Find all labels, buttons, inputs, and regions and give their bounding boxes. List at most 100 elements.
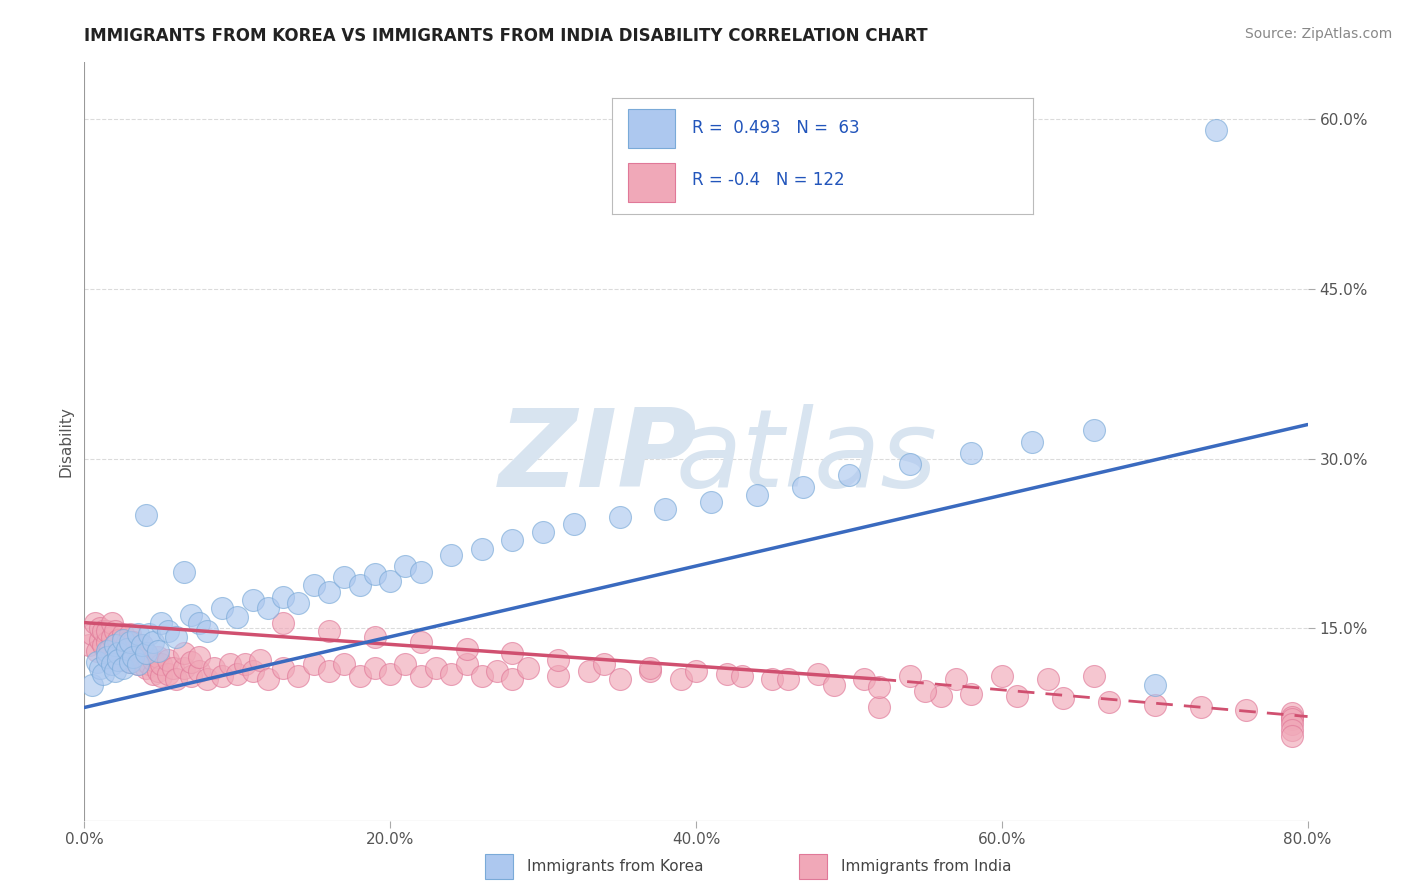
Point bbox=[1205, 123, 1227, 137]
Point bbox=[165, 672, 187, 686]
Point bbox=[242, 665, 264, 679]
Point bbox=[101, 630, 124, 644]
Point bbox=[991, 669, 1014, 683]
Point bbox=[80, 627, 103, 641]
Point bbox=[104, 638, 127, 652]
Point bbox=[120, 627, 142, 641]
Point bbox=[1281, 723, 1303, 738]
Point bbox=[89, 661, 111, 675]
Point bbox=[135, 508, 157, 522]
Point bbox=[107, 632, 129, 647]
Point bbox=[142, 653, 165, 667]
Point bbox=[89, 632, 111, 647]
Point bbox=[104, 624, 127, 638]
Point bbox=[146, 644, 169, 658]
Point bbox=[107, 644, 129, 658]
Point bbox=[80, 678, 103, 692]
Point bbox=[149, 657, 172, 672]
Point bbox=[349, 578, 371, 592]
Point bbox=[516, 661, 538, 675]
Point bbox=[638, 661, 661, 675]
Point bbox=[101, 615, 124, 630]
Point bbox=[157, 666, 180, 681]
Point bbox=[333, 570, 356, 584]
Point bbox=[111, 632, 134, 647]
Point bbox=[218, 657, 240, 672]
Point bbox=[1098, 695, 1121, 709]
Point bbox=[180, 655, 202, 669]
Text: atlas: atlas bbox=[675, 404, 936, 509]
Point bbox=[823, 678, 845, 692]
Point bbox=[929, 689, 952, 703]
Point bbox=[127, 644, 149, 658]
Point bbox=[409, 669, 432, 683]
Point bbox=[364, 630, 387, 644]
Point bbox=[776, 672, 799, 686]
Point bbox=[188, 615, 211, 630]
Point bbox=[173, 565, 195, 579]
Point bbox=[104, 649, 127, 664]
Point bbox=[960, 687, 983, 701]
Point bbox=[107, 646, 129, 660]
Point bbox=[1036, 672, 1059, 686]
Point bbox=[1143, 678, 1166, 692]
Point bbox=[1281, 712, 1303, 726]
Point bbox=[1021, 434, 1043, 449]
Point bbox=[486, 665, 509, 679]
Point bbox=[142, 666, 165, 681]
Point bbox=[593, 657, 616, 672]
Point bbox=[333, 657, 356, 672]
Point bbox=[149, 669, 172, 683]
Point bbox=[91, 638, 114, 652]
Point bbox=[669, 672, 692, 686]
Point bbox=[135, 646, 157, 660]
Point bbox=[96, 646, 118, 660]
Point bbox=[257, 600, 280, 615]
Point bbox=[115, 646, 138, 660]
Point bbox=[807, 666, 830, 681]
Point bbox=[138, 627, 160, 641]
Point bbox=[104, 638, 127, 652]
Point bbox=[149, 615, 172, 630]
Point bbox=[547, 653, 569, 667]
Point bbox=[111, 661, 134, 675]
Point bbox=[1189, 700, 1212, 714]
Point bbox=[1281, 729, 1303, 743]
Point bbox=[142, 635, 165, 649]
Text: IMMIGRANTS FROM KOREA VS IMMIGRANTS FROM INDIA DISABILITY CORRELATION CHART: IMMIGRANTS FROM KOREA VS IMMIGRANTS FROM… bbox=[84, 27, 928, 45]
Point bbox=[249, 653, 271, 667]
Point bbox=[1236, 703, 1258, 717]
Point bbox=[502, 533, 524, 547]
Point bbox=[211, 600, 233, 615]
Text: Immigrants from India: Immigrants from India bbox=[841, 859, 1011, 873]
Point bbox=[364, 661, 387, 675]
Point bbox=[165, 630, 187, 644]
Point bbox=[654, 502, 676, 516]
Point bbox=[173, 661, 195, 675]
Point bbox=[700, 494, 723, 508]
Point bbox=[685, 665, 707, 679]
Point bbox=[302, 578, 325, 592]
Point bbox=[287, 669, 309, 683]
Point bbox=[761, 672, 783, 686]
Point bbox=[120, 641, 142, 656]
Point bbox=[111, 627, 134, 641]
Text: R = -0.4   N = 122: R = -0.4 N = 122 bbox=[692, 171, 845, 189]
Point bbox=[747, 488, 769, 502]
Point bbox=[471, 542, 494, 557]
FancyBboxPatch shape bbox=[628, 163, 675, 202]
Point bbox=[226, 666, 249, 681]
Point bbox=[456, 641, 478, 656]
Point bbox=[609, 672, 631, 686]
Point bbox=[638, 665, 661, 679]
Point bbox=[127, 627, 149, 641]
Point bbox=[547, 669, 569, 683]
Point bbox=[1083, 423, 1105, 437]
Point bbox=[131, 638, 153, 652]
Point bbox=[195, 672, 218, 686]
Point bbox=[562, 517, 585, 532]
Point bbox=[157, 624, 180, 638]
Point bbox=[456, 657, 478, 672]
Point bbox=[271, 590, 294, 604]
Y-axis label: Disability: Disability bbox=[58, 406, 73, 477]
